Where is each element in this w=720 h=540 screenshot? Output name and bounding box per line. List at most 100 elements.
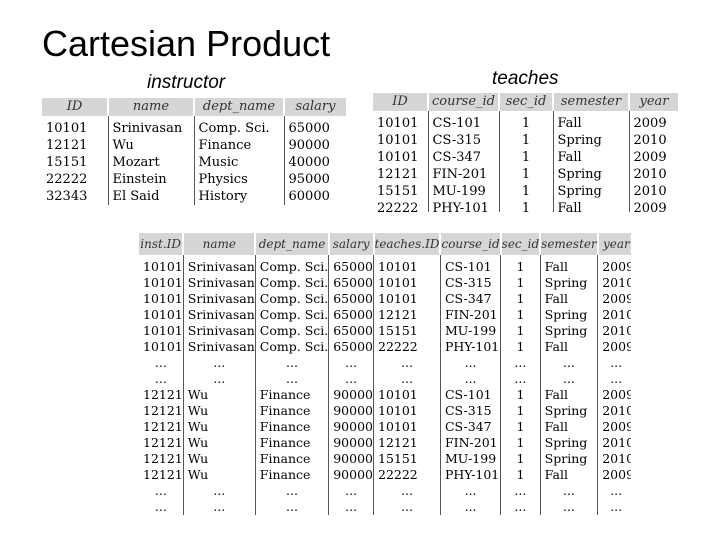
instructor-table-cell: 65000 (288, 121, 330, 136)
product-table-cell: 15151 (373, 323, 441, 339)
product-table-cell: Spring (540, 275, 599, 291)
product-table-cell: 65000 (328, 307, 374, 323)
product-table-cell: 1 (500, 387, 541, 403)
teaches-caption: teaches (492, 68, 559, 89)
product-table-cell: 1 (500, 467, 541, 483)
product-table-cell: Wu (183, 435, 256, 451)
instructor-column-header: salary (284, 98, 346, 116)
product-table-cell: CS-315 (440, 403, 502, 419)
product-table-cell: Finance (255, 451, 330, 467)
teaches-column-header: year (629, 93, 678, 111)
product-table-cell: ... (373, 499, 441, 515)
product-table-row: 10101 Srinivasan Comp. Sci. 65000 22222 PHY-1… (139, 339, 631, 355)
instructor-table-cell: Mozart (108, 154, 195, 171)
product-table-cell: 12121 (139, 467, 184, 483)
teaches-table-cell: 1 (499, 200, 554, 212)
instructor-table-cell: Music (194, 154, 285, 171)
product-table-cell: 10101 (139, 307, 184, 323)
product-table-cell: Wu (183, 451, 256, 467)
teaches-table-cell: Spring (553, 166, 630, 183)
instructor-table-cell: History (194, 188, 285, 205)
product-table-cell: Fall (540, 387, 599, 403)
product-table-cell: 10101 (139, 275, 184, 291)
product-table-cell: Finance (255, 467, 330, 483)
product-table-cell: ... (328, 483, 374, 499)
product-table-cell: 15151 (373, 451, 441, 467)
slide-title: Cartesian Product (42, 23, 331, 64)
teaches-table-row: 12121 FIN-201 1 Spring 2010 (373, 166, 678, 183)
product-table-cell: 1 (500, 255, 541, 275)
teaches-table-cell: CS-347 (428, 149, 500, 166)
teaches-table-cell: 1 (499, 166, 554, 183)
product-column-header: dept_name (255, 233, 330, 255)
product-table-cell: 2010 (602, 435, 631, 450)
product-table-row: 12121 Wu Finance 90000 15151 MU-199 1 Spring 201… (139, 451, 631, 467)
teaches-table-cell: Fall (553, 200, 630, 212)
product-table-cell: ... (440, 483, 502, 499)
product-table-cell: CS-101 (440, 387, 502, 403)
instructor-header-row: ID name dept_name salary (42, 98, 346, 116)
product-table-cell: Srinivasan (183, 255, 256, 275)
product-table-cell: 12121 (139, 387, 184, 403)
product-table-cell: 10101 (139, 339, 184, 355)
product-table-cell: ... (500, 355, 541, 371)
product-table-cell: 12121 (373, 307, 441, 323)
product-table-cell: 1 (500, 275, 541, 291)
product-table-cell: ... (500, 483, 541, 499)
instructor-table-cell: Srinivasan (108, 116, 195, 137)
product-table-cell: Comp. Sci. (255, 291, 330, 307)
product-table-cell: Fall (540, 291, 599, 307)
teaches-table-cell: CS-101 (428, 111, 500, 132)
product-table-cell: Comp. Sci. (255, 255, 330, 275)
product-table-cell: 1 (500, 291, 541, 307)
product-table-cell: ... (183, 355, 256, 371)
product-table-cell: ... (255, 371, 330, 387)
product-table-cell: ... (610, 355, 623, 370)
product-table-cell: ... (255, 499, 330, 515)
product-table-cell: 10101 (373, 275, 441, 291)
teaches-table-cell: 2009 (633, 116, 667, 131)
teaches-table-cell: 12121 (373, 166, 429, 183)
product-table-cell: 90000 (328, 419, 374, 435)
instructor-table-cell: 40000 (288, 155, 330, 170)
product-table-cell: 65000 (328, 291, 374, 307)
teaches-table-cell: 10101 (373, 111, 429, 132)
product-column-header: sec_id (500, 233, 542, 255)
teaches-table-cell: 2009 (633, 150, 667, 165)
product-table-cell: Wu (183, 467, 256, 483)
teaches-column-header: course_id (428, 93, 500, 111)
product-table-cell: 2010 (602, 403, 631, 418)
product-table-cell: ... (610, 483, 623, 498)
instructor-table-cell: 90000 (288, 138, 330, 153)
product-table-cell: ... (328, 371, 374, 387)
instructor-table: ID name dept_name salary 10101 Srinivasan Com… (42, 98, 346, 205)
product-table-cell: Srinivasan (183, 275, 256, 291)
product-table-row: ........................... (139, 355, 631, 371)
product-table-cell: FIN-201 (440, 435, 502, 451)
product-table-cell: ... (540, 355, 599, 371)
product-table-cell: ... (540, 371, 599, 387)
instructor-table-cell: Einstein (108, 171, 195, 188)
product-table-cell: FIN-201 (440, 307, 502, 323)
teaches-table-cell: Spring (553, 132, 630, 149)
product-table-cell: ... (328, 499, 374, 515)
instructor-table-cell: El Said (108, 188, 195, 205)
product-table-cell: 65000 (328, 339, 374, 355)
product-table-cell: 1 (500, 451, 541, 467)
product-table-cell: 2009 (602, 259, 631, 274)
instructor-table-cell: Physics (194, 171, 285, 188)
instructor-table-cell: Comp. Sci. (194, 116, 285, 137)
product-table-cell: Comp. Sci. (255, 307, 330, 323)
instructor-table-row: 15151 Mozart Music 40000 (42, 154, 346, 171)
product-table-row: 12121 Wu Finance 90000 10101 CS-347 1 Fall 2009 (139, 419, 631, 435)
product-table-cell: 12121 (373, 435, 441, 451)
product-table-row: 12121 Wu Finance 90000 10101 CS-101 1 Fall 2009 (139, 387, 631, 403)
product-table-cell: 90000 (328, 403, 374, 419)
product-table-cell: Spring (540, 403, 599, 419)
product-table-cell: 12121 (139, 435, 184, 451)
instructor-column-header: ID (42, 98, 109, 116)
product-table-cell: Comp. Sci. (255, 323, 330, 339)
teaches-table-row: 15151 MU-199 1 Spring 2010 (373, 183, 678, 200)
product-table-cell: Finance (255, 387, 330, 403)
teaches-table-cell: 22222 (373, 200, 429, 212)
